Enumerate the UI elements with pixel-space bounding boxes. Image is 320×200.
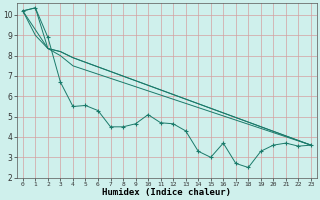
- X-axis label: Humidex (Indice chaleur): Humidex (Indice chaleur): [102, 188, 231, 197]
